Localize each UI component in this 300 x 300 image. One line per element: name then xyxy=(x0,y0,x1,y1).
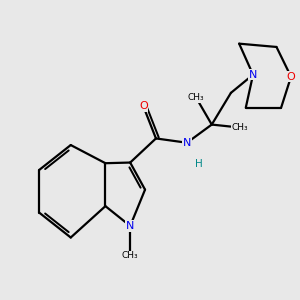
Text: N: N xyxy=(183,138,191,148)
Text: CH₃: CH₃ xyxy=(122,251,139,260)
Text: CH₃: CH₃ xyxy=(232,123,248,132)
Text: H: H xyxy=(195,159,203,169)
Text: O: O xyxy=(139,101,148,111)
Text: CH₃: CH₃ xyxy=(188,93,205,102)
Text: O: O xyxy=(286,72,296,82)
Text: N: N xyxy=(126,221,134,231)
Text: N: N xyxy=(249,70,257,80)
